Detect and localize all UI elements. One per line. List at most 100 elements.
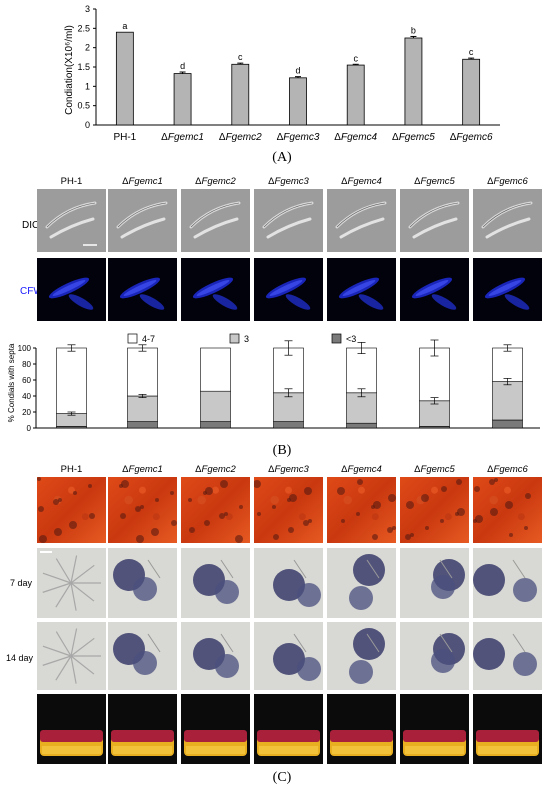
category-label: ΔFgemc1 bbox=[161, 132, 204, 143]
row-label-cfw: CFW bbox=[20, 286, 43, 297]
row-label-dic: DIC bbox=[22, 220, 40, 231]
bar-segment bbox=[419, 400, 450, 427]
legend-label: <3 bbox=[346, 334, 356, 344]
scale-bar bbox=[40, 551, 52, 553]
day14-micrograph bbox=[473, 622, 542, 690]
plate-pigment-image bbox=[327, 477, 396, 543]
legend-swatch bbox=[229, 333, 240, 344]
bar-segment bbox=[127, 395, 158, 422]
dic-micrograph bbox=[327, 189, 396, 252]
y-tick-label: 2 bbox=[85, 43, 90, 53]
y-axis-label: Condiation(X10⁶/ml) bbox=[64, 25, 75, 115]
strain-label: ΔFgemc6 bbox=[487, 176, 528, 187]
bar-segment bbox=[200, 347, 231, 392]
strain-label: ΔFgemc2 bbox=[195, 464, 236, 475]
plate-pigment-image bbox=[181, 477, 250, 543]
significance-letter: a bbox=[122, 21, 127, 31]
bar-segment bbox=[200, 390, 231, 422]
day14-micrograph bbox=[327, 622, 396, 690]
bar bbox=[115, 31, 134, 126]
dic-micrograph bbox=[181, 189, 250, 252]
strain-label: ΔFgemc1 bbox=[122, 464, 163, 475]
day7-micrograph bbox=[254, 548, 323, 618]
category-label: ΔFgemc3 bbox=[277, 132, 320, 143]
day7-micrograph bbox=[37, 548, 106, 618]
bar bbox=[462, 58, 481, 126]
bar bbox=[404, 37, 423, 126]
plate-pigment-image bbox=[473, 477, 542, 543]
culture-side-view bbox=[181, 694, 250, 764]
strain-label: ΔFgemc4 bbox=[341, 464, 382, 475]
cfw-micrograph bbox=[327, 258, 396, 321]
strain-label: ΔFgemc4 bbox=[341, 176, 382, 187]
legend-swatch bbox=[331, 333, 342, 344]
plate-pigment-image bbox=[400, 477, 469, 543]
strain-label: ΔFgemc1 bbox=[122, 176, 163, 187]
day7-micrograph bbox=[181, 548, 250, 618]
cfw-micrograph bbox=[108, 258, 177, 321]
bar-segment bbox=[273, 392, 304, 422]
bar-segment bbox=[346, 422, 377, 429]
cfw-micrograph bbox=[37, 258, 106, 321]
y-tick-label: 40 bbox=[22, 392, 31, 401]
panel-c-letter: (C) bbox=[272, 770, 292, 785]
bar-segment bbox=[492, 381, 523, 421]
panel-a-letter: (A) bbox=[272, 150, 292, 165]
y-tick-label: 100 bbox=[18, 344, 32, 353]
day14-micrograph bbox=[108, 622, 177, 690]
significance-letter: c bbox=[353, 53, 358, 63]
bar-segment bbox=[56, 347, 87, 414]
bar-segment bbox=[127, 421, 158, 429]
category-label: ΔFgemc2 bbox=[219, 132, 262, 143]
y-tick-label: 1.5 bbox=[77, 62, 90, 72]
legend-label: 4-7 bbox=[142, 334, 155, 344]
plate-pigment-image bbox=[108, 477, 177, 543]
legend-label: 3 bbox=[244, 334, 249, 344]
cfw-micrograph bbox=[473, 258, 542, 321]
culture-side-view bbox=[254, 694, 323, 764]
dic-micrograph bbox=[473, 189, 542, 252]
day7-micrograph bbox=[327, 548, 396, 618]
culture-side-view bbox=[108, 694, 177, 764]
plate-pigment-image bbox=[37, 477, 106, 543]
significance-letter: d bbox=[180, 61, 185, 71]
cfw-micrograph bbox=[400, 258, 469, 321]
y-tick-label: 80 bbox=[22, 360, 31, 369]
strain-label: ΔFgemc5 bbox=[414, 464, 455, 475]
bar-segment bbox=[346, 392, 377, 424]
panel-a-chart: Condiation(X10⁶/ml) 0 0.5 1 1.5 2 2.5 3 a d c d c b… bbox=[64, 4, 500, 143]
category-label: ΔFgemc5 bbox=[392, 132, 435, 143]
dic-micrograph bbox=[400, 189, 469, 252]
y-tick-label: 60 bbox=[22, 376, 31, 385]
culture-side-view bbox=[37, 694, 106, 764]
row-label-7day: 7 day bbox=[10, 578, 33, 588]
bar-segment bbox=[492, 419, 523, 429]
bar bbox=[173, 73, 192, 126]
culture-side-view bbox=[400, 694, 469, 764]
y-tick-label: 20 bbox=[22, 408, 31, 417]
y-tick-label: 0 bbox=[27, 424, 32, 433]
day7-micrograph bbox=[473, 548, 542, 618]
legend-swatch bbox=[127, 333, 138, 344]
y-axis-label: % Condials with septa bbox=[7, 343, 16, 422]
bar-segment bbox=[200, 421, 231, 429]
strain-label: ΔFgemc6 bbox=[487, 464, 528, 475]
significance-letter: c bbox=[469, 47, 474, 57]
bar-segment bbox=[273, 421, 304, 429]
dic-micrograph bbox=[108, 189, 177, 252]
significance-letter: c bbox=[238, 52, 243, 62]
category-label: PH-1 bbox=[113, 132, 136, 143]
bar bbox=[289, 77, 307, 126]
bar bbox=[346, 64, 365, 126]
plate-pigment-image bbox=[254, 477, 323, 543]
panel-b-chart: % Condials with septa 4-7 3 <3 0 20 40 60 80 10… bbox=[7, 333, 540, 433]
strain-label: ΔFgemc3 bbox=[268, 176, 309, 187]
strain-label: ΔFgemc3 bbox=[268, 464, 309, 475]
strain-label: ΔFgemc2 bbox=[195, 176, 236, 187]
significance-letter: b bbox=[411, 25, 416, 35]
strain-label: PH-1 bbox=[60, 176, 83, 187]
day14-micrograph bbox=[400, 622, 469, 690]
bar-segment bbox=[492, 347, 523, 382]
significance-letter: d bbox=[295, 66, 300, 76]
y-tick-label: 1 bbox=[85, 81, 90, 91]
